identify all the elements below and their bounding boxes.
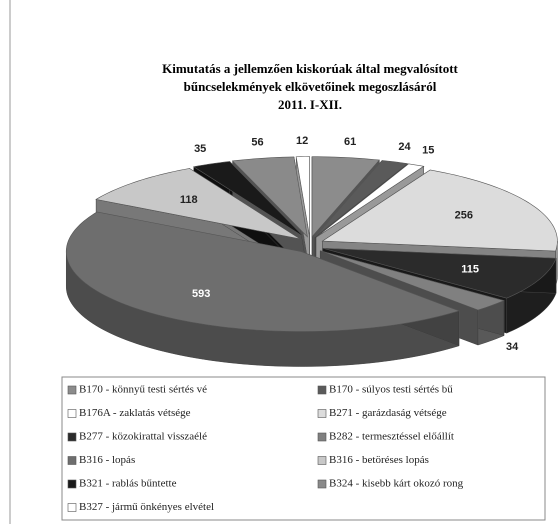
value-label: 15 xyxy=(422,144,434,156)
slice xyxy=(311,156,380,238)
value-label: 118 xyxy=(180,194,198,206)
slice xyxy=(65,211,460,332)
slice xyxy=(95,168,301,240)
slice xyxy=(314,160,409,238)
legend-label: B327 - jármű önkényes elvétel xyxy=(79,501,214,513)
chart-title: bűncselekmények elkövetőinek megoszlásár… xyxy=(184,79,437,94)
legend-swatch xyxy=(67,479,77,489)
legend-label: B316 - lopás xyxy=(79,454,135,466)
chart-title: 2011. I-XII. xyxy=(278,97,342,112)
legend-swatch xyxy=(317,432,327,442)
value-label: 56 xyxy=(251,137,263,149)
legend-label: B176A - zaklatás vétsége xyxy=(79,407,191,419)
value-label: 34 xyxy=(506,341,519,353)
legend-label: B324 - kisebb kárt okozó rong xyxy=(329,478,464,490)
slice xyxy=(192,161,305,238)
legend-swatch xyxy=(67,456,77,465)
value-label: 35 xyxy=(194,143,206,155)
legend-label: B170 - súlyos testi sértés bű xyxy=(329,384,453,396)
value-label: 256 xyxy=(455,210,473,222)
legend-swatch xyxy=(67,503,77,512)
legend-swatch xyxy=(67,432,77,442)
chart-title: Kimutatás a jellemzően kiskorúak által m… xyxy=(162,61,458,76)
slice xyxy=(321,169,558,252)
slice xyxy=(231,156,308,238)
legend-label: B282 - termesztéssel előállít xyxy=(329,431,454,443)
slice xyxy=(315,163,425,238)
value-label: 61 xyxy=(344,136,356,148)
legend-swatch xyxy=(67,385,77,395)
legend-swatch xyxy=(317,409,327,418)
legend-box xyxy=(61,376,546,521)
legend-label: B277 - közokirattal visszaélé xyxy=(79,431,207,443)
slice xyxy=(320,250,505,311)
slice-side-shade xyxy=(66,251,459,367)
value-label: 115 xyxy=(461,263,479,275)
slice xyxy=(295,156,310,237)
legend-label: B170 - könnyű testi sértés vé xyxy=(79,384,207,396)
legend-swatch xyxy=(67,409,77,418)
legend-swatch xyxy=(317,385,327,395)
legend-label: B271 - garázdaság vétsége xyxy=(329,407,447,419)
slice xyxy=(322,247,557,299)
legend-label: B316 - betöréses lopás xyxy=(329,454,429,466)
value-label: 24 xyxy=(398,141,411,153)
legend-swatch xyxy=(317,456,327,465)
legend-swatch xyxy=(317,479,327,489)
legend-label: B321 - rablás bűntette xyxy=(79,478,177,490)
value-label: 12 xyxy=(296,135,308,147)
value-label: 593 xyxy=(192,288,210,300)
